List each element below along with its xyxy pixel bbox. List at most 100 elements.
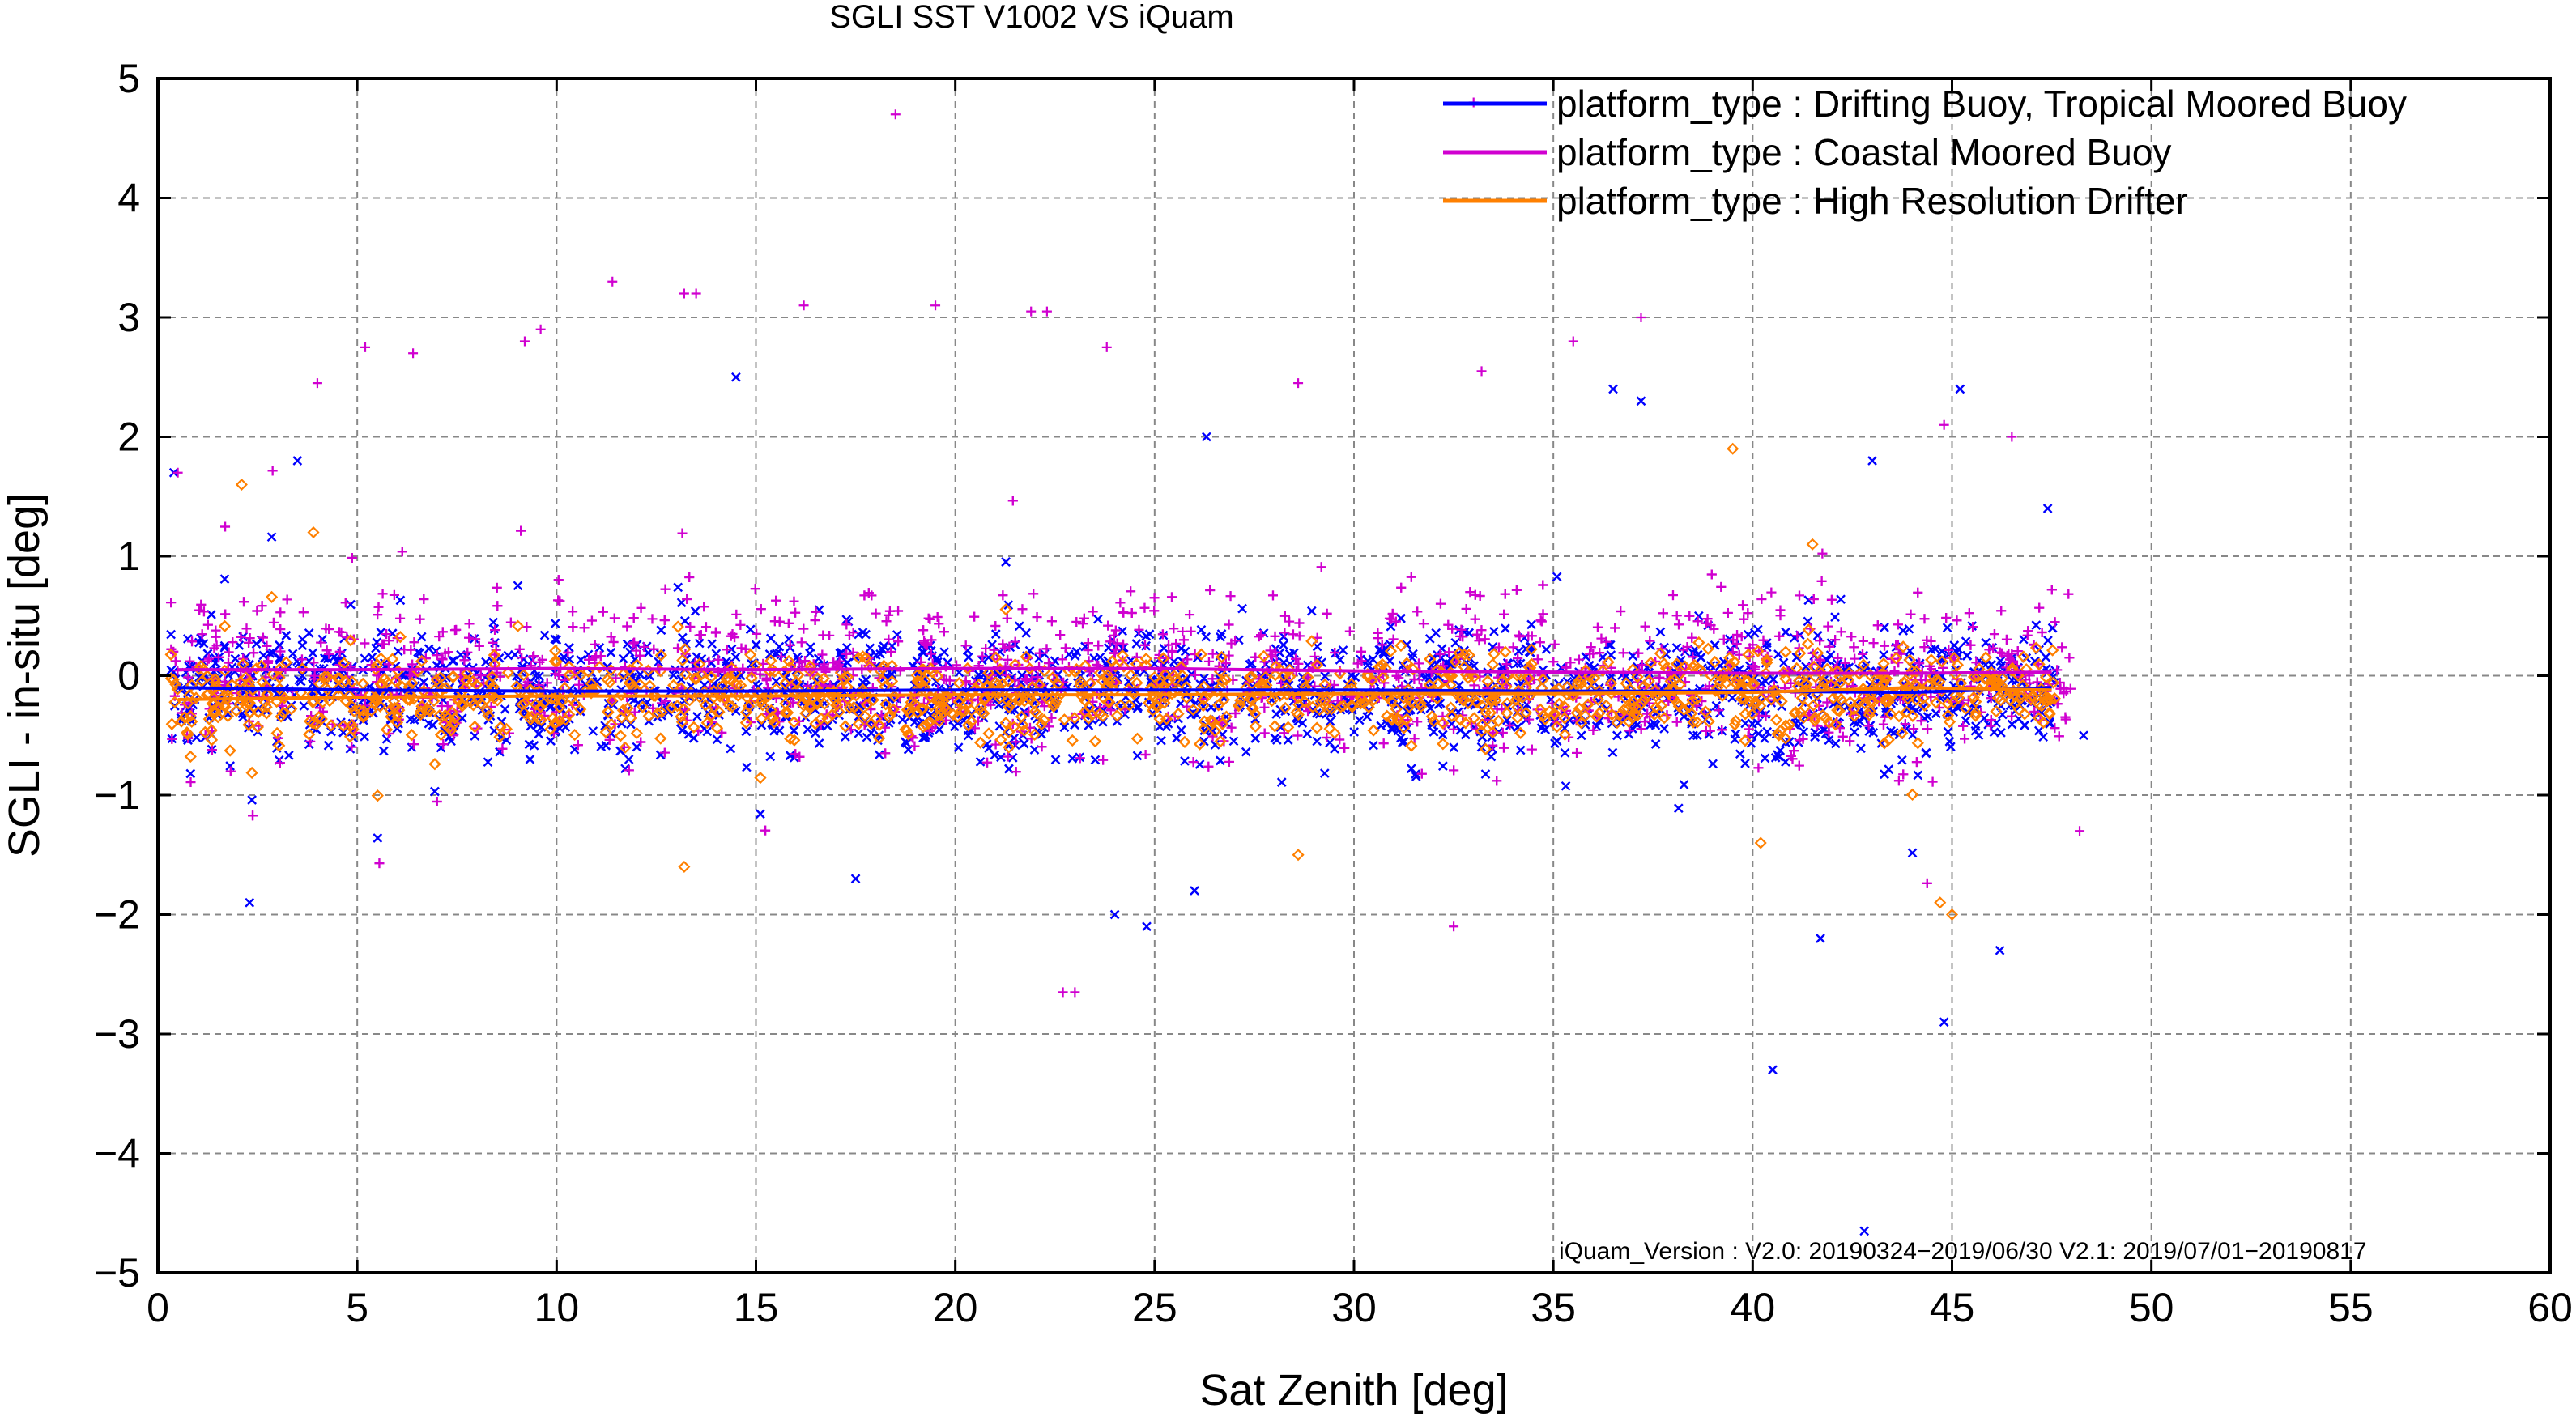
data-point — [909, 741, 920, 751]
data-point — [1658, 608, 1668, 619]
data-point — [1474, 636, 1484, 646]
data-point — [1078, 619, 1088, 629]
data-point — [525, 755, 535, 764]
data-point — [1849, 642, 1859, 653]
data-point — [2007, 719, 2017, 730]
data-point — [1836, 627, 1846, 637]
scatter-points — [164, 97, 2088, 1236]
data-point — [811, 606, 821, 617]
data-point — [874, 750, 884, 760]
data-point — [166, 629, 176, 640]
data-point — [241, 623, 252, 634]
data-point — [1067, 753, 1078, 764]
data-point — [1679, 780, 1689, 789]
data-point — [1501, 623, 1510, 633]
data-point — [1279, 632, 1289, 642]
data-point — [1781, 627, 1790, 637]
data-point — [1556, 662, 1566, 673]
data-point — [568, 606, 578, 617]
data-point — [1880, 769, 1889, 780]
data-point — [1228, 736, 1239, 747]
data-point — [690, 606, 700, 616]
data-point — [194, 672, 204, 683]
data-point — [925, 614, 935, 624]
data-point — [1149, 606, 1160, 616]
data-point — [252, 606, 262, 616]
data-point — [1775, 605, 1786, 615]
data-point — [1671, 717, 1682, 727]
data-point — [618, 653, 628, 664]
data-point — [682, 594, 692, 604]
data-point — [1224, 619, 1234, 630]
data-point — [1338, 645, 1348, 655]
data-point — [419, 594, 429, 604]
data-point — [1573, 654, 1584, 665]
data-point — [374, 858, 385, 869]
data-point — [2063, 589, 2074, 599]
data-point — [539, 630, 550, 640]
data-point — [1546, 695, 1556, 704]
data-point — [1727, 692, 1737, 703]
data-point — [1922, 878, 1932, 888]
data-point — [1149, 658, 1160, 669]
data-point — [1526, 744, 1537, 755]
data-point — [1548, 657, 1559, 667]
data-point — [1616, 717, 1625, 728]
data-point — [1708, 759, 1718, 769]
data-point — [286, 700, 296, 711]
data-point — [1616, 606, 1626, 616]
data-point — [1386, 621, 1396, 632]
data-point — [1961, 636, 1971, 646]
data-point — [275, 640, 284, 650]
data-point — [257, 601, 267, 611]
data-point — [692, 712, 702, 721]
data-point — [1908, 730, 1918, 740]
data-point — [283, 750, 294, 760]
data-point — [1872, 620, 1883, 631]
data-point — [1449, 742, 1459, 753]
data-point — [431, 646, 441, 656]
data-point — [1961, 651, 1972, 661]
data-point — [564, 642, 574, 653]
data-point — [1480, 634, 1490, 645]
data-point — [1317, 657, 1326, 668]
data-point — [1118, 626, 1127, 636]
data-point — [371, 643, 381, 653]
data-point — [432, 796, 442, 806]
data-point — [766, 633, 776, 644]
data-point — [2031, 620, 2042, 631]
data-point — [1059, 722, 1070, 733]
data-point — [1671, 611, 1682, 621]
data-point — [2042, 504, 2053, 513]
data-point — [1424, 634, 1435, 644]
data-point — [1716, 581, 1727, 592]
data-point — [975, 757, 986, 767]
data-point — [875, 711, 886, 721]
data-point — [1284, 649, 1295, 659]
data-point — [741, 726, 752, 737]
data-point — [1674, 619, 1684, 630]
data-point — [1511, 585, 1522, 595]
data-point — [620, 764, 630, 774]
data-point — [735, 619, 746, 630]
data-point — [1964, 608, 1974, 619]
data-point — [1216, 755, 1225, 766]
data-point — [258, 650, 269, 661]
data-point — [771, 595, 781, 606]
data-point — [393, 646, 403, 657]
data-point — [245, 897, 255, 908]
data-point — [323, 740, 334, 751]
data-point — [1472, 629, 1483, 640]
data-point — [379, 746, 389, 756]
data-point — [347, 552, 357, 563]
data-point — [1406, 764, 1416, 774]
data-point — [1841, 662, 1851, 673]
data-point — [1245, 659, 1255, 670]
data-point — [424, 644, 434, 654]
data-point — [1007, 752, 1018, 763]
data-point — [1921, 748, 1931, 759]
data-point — [503, 650, 513, 661]
data-point — [1369, 740, 1378, 751]
data-point — [1549, 639, 1560, 649]
data-point — [643, 648, 654, 658]
